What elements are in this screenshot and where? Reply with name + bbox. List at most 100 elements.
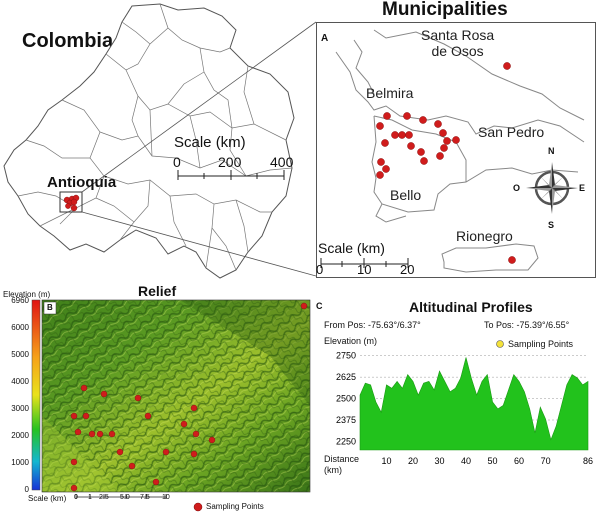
profile-x-tick-label: 50 [488,456,498,466]
sampling-point [382,165,390,173]
colorbar-tick: 2000 [11,431,29,440]
profile-to: To Pos: -75.39°/6.55° [484,320,570,330]
sampling-point [452,136,460,144]
profile-x-tick-label: 70 [541,456,551,466]
relief-point [74,428,82,436]
relief-point [88,430,96,438]
profile-x-tick-label: 20 [408,456,418,466]
colombia-sampling-points [63,194,80,212]
relief-scale-tick: 5.0 [120,494,130,501]
colombia-scale-tick: 0 [173,154,181,170]
sampling-point [419,116,427,124]
profile-area [359,357,589,451]
sampling-point [391,131,399,139]
sampling-point [377,158,385,166]
municipality-sampling-points [376,62,516,264]
relief-point [190,404,198,412]
relief-legend-label: Sampling Points [206,502,264,511]
rionegro-boundary [441,243,539,273]
sampling-point [440,144,448,152]
town-santa-rosa-line2: de Osos [431,43,484,59]
profile-from: From Pos: -75.63°/6.37° [324,320,421,330]
panel-b-letter: B [47,303,53,312]
colorbar-unit: (m) [38,290,51,299]
profile-y-tick-label: 2375 [336,415,356,425]
panel-b-letter-box [43,301,57,315]
relief-ridges-fine [42,300,310,492]
panel-a-letter: A [321,33,329,44]
relief-point [108,430,116,438]
sampling-point [376,171,384,179]
relief-frame [41,299,311,493]
colombia-point [70,198,78,206]
town-belmira: Belmira [366,85,414,101]
inner-boundary-2 [375,203,407,223]
sampling-point [405,131,413,139]
dark-ridge-zone [180,300,310,406]
belmira-boundary [335,51,585,143]
panel-c-letter: C [316,301,323,311]
profile-y-ticks: 2750 2625 2500 2375 2250 [336,351,356,447]
sampling-point [407,142,415,150]
antioquia-label: Antioquia [47,174,117,191]
colorbar-title-text: Elevation [3,290,36,299]
profile-y-title-text: Elevation [324,336,362,346]
profile-x-title-line2: (km) [324,465,342,475]
compass-s: S [548,220,555,230]
relief-point [190,450,198,458]
profile-x-ticks: 10 20 30 40 50 60 70 86 [382,456,594,466]
colorbar-tick: 4000 [11,377,29,386]
profile-y-tick-label: 2250 [336,436,356,446]
relief-point [70,458,78,466]
profile-x-tick-label: 30 [435,456,445,466]
relief-scale-tick: 1 [88,494,92,501]
santa-rosa-border [373,29,585,121]
panel-a-scale-bar [320,258,409,268]
panel-a-scale-tick: 10 [357,262,372,277]
municipality-borders [335,29,585,273]
profile-title: Altitudinal Profiles [409,299,533,315]
compass-n: N [548,146,555,156]
relief-point [300,302,308,310]
relief-scale-label: Scale (km) [28,494,67,503]
town-san-pedro: San Pedro [478,124,545,140]
relief-scale-tick: 2.5 [99,494,109,501]
inner-boundary-1 [373,115,467,182]
relief-point [82,412,90,420]
municipalities-map [320,29,585,273]
sampling-point [508,256,516,264]
relief-scale-tick: 10 [162,494,170,501]
zoom-line-bottom [81,211,317,277]
panel-a-frame [316,22,596,278]
relief-point [180,420,188,428]
sampling-point [381,139,389,147]
town-santa-rosa: Santa Rosa de Osos [421,27,494,59]
profile-x-tick-label: 40 [461,456,471,466]
sampling-point [436,152,444,160]
colombia-map [3,3,317,279]
profile-x-title: Distance (km) [324,454,359,476]
zoom-line-top [81,21,317,193]
sampling-point [383,112,391,120]
profile-chart: 2750 2625 2500 2375 2250 10 20 30 40 50 60 70 86 [336,340,594,466]
relief-point [128,462,136,470]
compass-o: O [513,183,521,193]
santa-rosa-border-west [353,39,375,95]
town-santa-rosa-line1: Santa Rosa [421,27,495,43]
sampling-point [434,120,442,128]
town-bello: Bello [390,187,422,203]
relief-point [116,448,124,456]
colorbar-tick: 3000 [11,404,29,413]
profile-legend-label: Sampling Points [508,339,574,349]
profile-y-tick-label: 2500 [336,394,356,404]
relief-scale-bar [75,494,167,499]
colombia-scale-title: Scale (km) [174,134,246,151]
municipalities-title: Municipalities [382,0,508,20]
colorbar-tick: 1000 [11,458,29,467]
compass-e: E [579,183,586,193]
sampling-point [443,137,451,145]
relief-point [144,412,152,420]
san-pedro-bello-boundary [371,115,579,213]
panel-a-scale-title: Scale (km) [318,240,385,256]
compass-rose [526,162,578,214]
